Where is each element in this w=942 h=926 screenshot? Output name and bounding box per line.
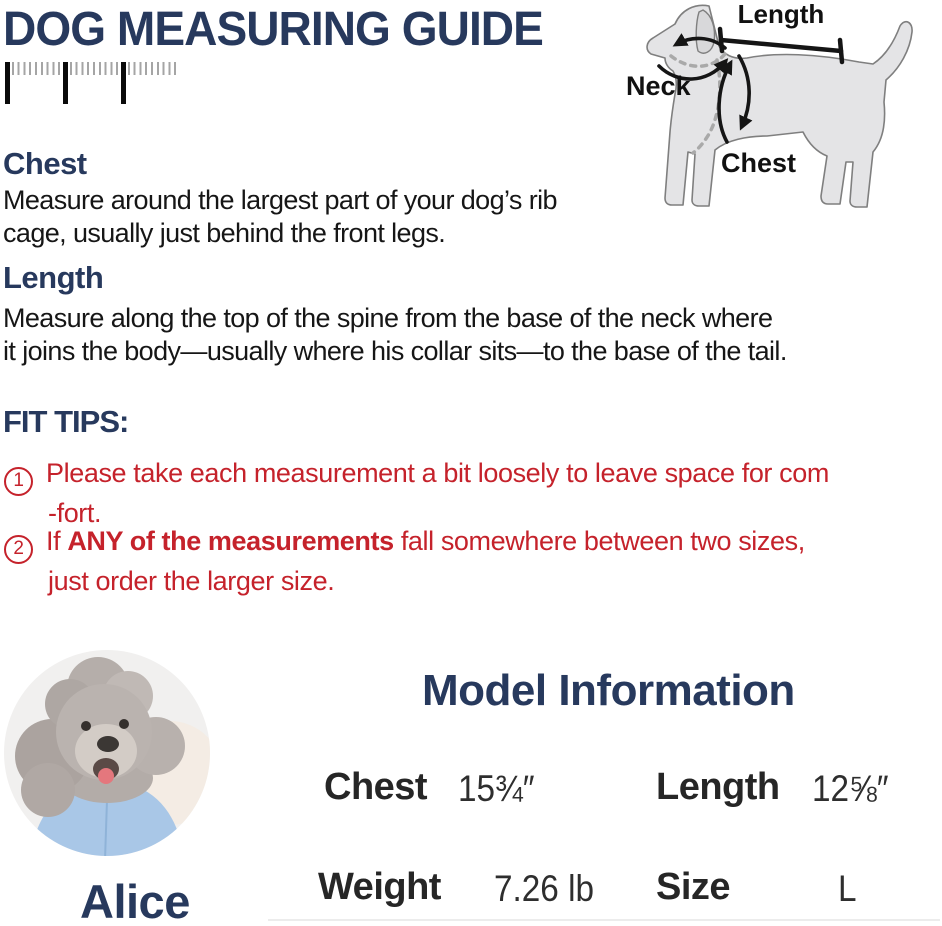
- model-chest-value: 15¾″: [458, 768, 535, 809]
- length-measure-bar: [717, 26, 845, 65]
- ruler-tick: [121, 62, 126, 104]
- fit-tip-2-line1: 2 If ANY of the measurements fall somewhe…: [4, 524, 805, 564]
- fit-tip-1-line1: 1 Please take each measurement a bit loos…: [4, 456, 829, 496]
- fit-tip-1-text: Please take each measurement a bit loose…: [46, 458, 829, 488]
- left-eye: [81, 721, 91, 731]
- length-section-heading: Length: [3, 260, 104, 295]
- measure-arrows: [657, 33, 753, 144]
- chest-text-line2: cage, usually just behind the front legs…: [3, 218, 446, 248]
- dog-silhouette: [646, 4, 913, 208]
- model-chest-label: Chest: [324, 766, 428, 808]
- diagram-length-label: Length: [738, 0, 825, 29]
- fit-tip-1: 1 Please take each measurement a bit loos…: [4, 456, 829, 530]
- fit-tip-2-line2: just order the larger size.: [48, 565, 335, 596]
- fit-tips-heading: FIT TIPS:: [3, 404, 129, 439]
- ruler-minor-ticks: [6, 62, 178, 75]
- poodle-face: [75, 719, 137, 784]
- model-length-label: Length: [656, 766, 780, 808]
- dog-ear: [695, 9, 716, 54]
- fit-tip-2-prefix: If: [46, 526, 68, 556]
- dog-measuring-diagram: Length Neck Chest: [626, 0, 913, 208]
- nose: [97, 736, 119, 752]
- chest-section-heading: Chest: [3, 146, 87, 181]
- diagram-neck-label: Neck: [626, 71, 692, 101]
- model-size-value: L: [838, 868, 857, 909]
- ruler-tick: [5, 62, 10, 104]
- ruler-tick: [63, 62, 68, 104]
- bottom-divider: [268, 919, 940, 921]
- model-size-label: Size: [656, 866, 731, 908]
- tongue: [98, 768, 114, 784]
- page-title: DOG MEASURING GUIDE: [3, 3, 544, 56]
- ruler-icon: [5, 62, 183, 106]
- model-weight-value: 7.26 lb: [494, 868, 594, 909]
- chest-text-line1: Measure around the largest part of your …: [3, 185, 558, 215]
- right-eye: [119, 719, 129, 729]
- circled-number-2: 2: [4, 534, 33, 564]
- length-text-line1: Measure along the top of the spine from …: [3, 303, 773, 333]
- circled-number-1: 1: [4, 466, 33, 496]
- length-section-text: Measure along the top of the spine from …: [3, 302, 787, 368]
- harness-dashed-lines: [669, 52, 727, 155]
- model-name: Alice: [80, 875, 190, 926]
- chest-section-text: Measure around the largest part of your …: [3, 184, 558, 250]
- diagram-chest-label: Chest: [721, 148, 796, 178]
- fit-tip-1-line2: -fort.: [48, 497, 102, 528]
- fit-tip-2-rest: fall somewhere between two sizes,: [393, 526, 805, 556]
- model-weight-label: Weight: [318, 866, 441, 908]
- fit-tip-2-bold: ANY of the measurements: [67, 526, 394, 556]
- model-info-heading: Model Information: [422, 666, 795, 715]
- length-text-line2: it joins the body—usually where his coll…: [3, 336, 787, 366]
- model-length-value: 12⅝″: [812, 768, 889, 809]
- fit-tip-2: 2 If ANY of the measurements fall somewhe…: [4, 524, 805, 598]
- model-photo: [4, 650, 210, 856]
